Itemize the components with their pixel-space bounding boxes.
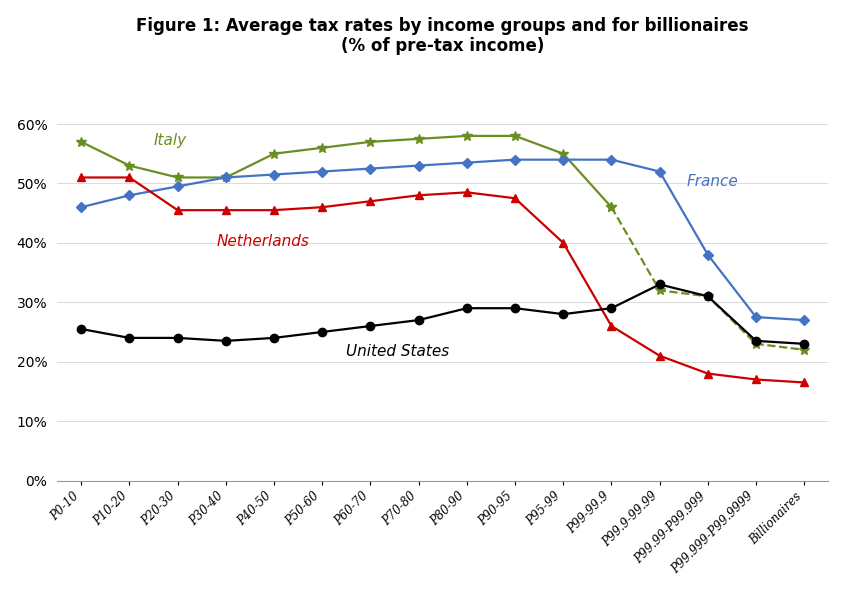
Text: United States: United States	[346, 344, 449, 359]
Text: Italy: Italy	[154, 133, 187, 148]
Text: France: France	[685, 174, 737, 189]
Title: Figure 1: Average tax rates by income groups and for billionaires
(% of pre-tax : Figure 1: Average tax rates by income gr…	[137, 17, 748, 56]
Text: Netherlands: Netherlands	[216, 234, 309, 249]
